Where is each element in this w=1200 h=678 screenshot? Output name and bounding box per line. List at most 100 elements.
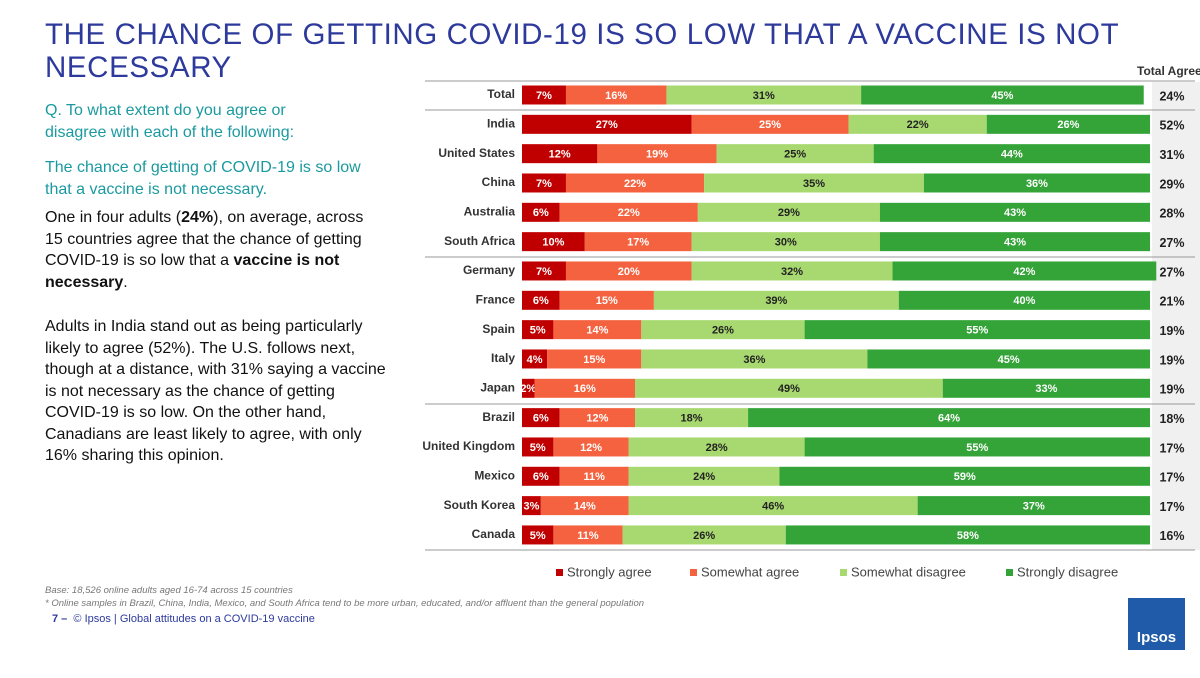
bar-segment xyxy=(898,290,1150,310)
total-agree: 52% xyxy=(1159,119,1184,133)
bar-segment xyxy=(917,496,1150,516)
category-label: Total xyxy=(487,87,515,101)
value-label: 2% xyxy=(520,383,536,395)
category-label: United Kingdom xyxy=(422,439,515,453)
logo: Ipsos xyxy=(1128,598,1185,650)
value-label: 6% xyxy=(533,471,549,483)
category-label: Germany xyxy=(463,263,515,277)
value-label: 22% xyxy=(624,178,646,190)
value-label: 6% xyxy=(533,413,549,425)
footer: 7 – © Ipsos | Global attitudes on a COVI… xyxy=(52,613,315,625)
bar-segment xyxy=(892,261,1157,281)
bar-segment xyxy=(534,378,636,398)
bar-segment xyxy=(597,144,717,164)
bar-segment xyxy=(522,466,560,486)
bar-segment xyxy=(785,525,1150,545)
bar-segment xyxy=(522,114,692,134)
value-label: 7% xyxy=(536,90,552,102)
footnote: Base: 18,526 online adults aged 16-74 ac… xyxy=(45,585,293,596)
value-label: 58% xyxy=(957,530,979,542)
category-label: Brazil xyxy=(482,410,515,424)
value-label: 17% xyxy=(627,237,649,249)
value-label: 27% xyxy=(596,119,618,131)
value-label: 32% xyxy=(781,266,803,278)
column-title: Total Agree xyxy=(1137,64,1200,78)
total-agree: 24% xyxy=(1159,89,1184,103)
value-label: 12% xyxy=(580,442,602,454)
category-label: Japan xyxy=(480,380,515,394)
value-label: 26% xyxy=(693,530,715,542)
bar-segment xyxy=(565,173,705,193)
total-column-bg xyxy=(1152,82,1200,550)
text: 24% xyxy=(181,209,214,226)
category-label: South Korea xyxy=(444,498,516,512)
bar-segment xyxy=(923,173,1150,193)
bar-segment xyxy=(666,85,862,105)
paragraph: One in four adults (24%), on average, ac… xyxy=(45,207,385,293)
total-agree: 18% xyxy=(1159,412,1184,426)
bar-segment xyxy=(565,85,667,105)
bar-segment xyxy=(522,349,548,369)
category-label: Canada xyxy=(472,527,516,541)
total-agree: 17% xyxy=(1159,441,1184,455)
value-label: 36% xyxy=(743,354,765,366)
bar-segment xyxy=(697,202,880,222)
bar-segment xyxy=(691,114,849,134)
bar-segment xyxy=(522,232,585,252)
value-label: 49% xyxy=(778,383,800,395)
legend-swatch xyxy=(1006,569,1013,576)
value-label: 35% xyxy=(803,178,825,190)
bar-segment xyxy=(584,232,692,252)
chart: Total Agree Total 7% 16% 31% 45% 24% India 27% 25… xyxy=(422,64,1200,579)
bar-segment xyxy=(522,378,535,398)
bar-segment xyxy=(748,408,1150,428)
text: One in four adults ( xyxy=(45,209,182,226)
page: THE CHANCE OF GETTING COVID-19 IS SO LOW… xyxy=(45,18,1200,650)
bar-segment xyxy=(522,437,554,457)
category-label: United States xyxy=(438,146,515,160)
legend-label: Somewhat agree xyxy=(701,564,799,579)
value-label: 29% xyxy=(778,207,800,219)
bar-segment xyxy=(635,408,749,428)
bar-segment xyxy=(691,261,893,281)
category-label: India xyxy=(487,117,515,131)
category-label: Mexico xyxy=(474,468,515,482)
value-label: 24% xyxy=(693,471,715,483)
bar-segment xyxy=(559,466,629,486)
bar-segment xyxy=(641,349,868,369)
bar-segment xyxy=(559,290,654,310)
bar-segment xyxy=(641,320,805,340)
value-label: 55% xyxy=(966,325,988,337)
bar-segment xyxy=(522,290,560,310)
bar-segment xyxy=(522,496,541,516)
text: . xyxy=(123,273,128,291)
total-agree: 21% xyxy=(1159,295,1184,309)
value-label: 5% xyxy=(530,530,546,542)
bar-segment xyxy=(704,173,924,193)
category-label: South Africa xyxy=(444,234,515,248)
value-label: 43% xyxy=(1004,237,1026,249)
bar-segment xyxy=(879,202,1150,222)
value-label: 42% xyxy=(1013,266,1035,278)
bar-segment xyxy=(622,525,786,545)
bar-segment xyxy=(691,232,880,252)
bar-segment xyxy=(628,496,918,516)
bar-segment xyxy=(559,408,636,428)
category-label: Italy xyxy=(491,351,515,365)
legend-label: Strongly agree xyxy=(567,564,652,579)
value-label: 5% xyxy=(530,442,546,454)
bar-segment xyxy=(942,378,1150,398)
bar-segment xyxy=(522,202,560,222)
value-label: 39% xyxy=(765,295,787,307)
value-label: 45% xyxy=(991,90,1013,102)
bar-segment xyxy=(867,349,1150,369)
bar-segment xyxy=(848,114,987,134)
total-agree: 19% xyxy=(1159,383,1184,397)
bar-segment xyxy=(522,525,554,545)
bar-segment xyxy=(635,378,943,398)
value-label: 4% xyxy=(527,354,543,366)
bar-segment xyxy=(861,85,1144,105)
bar-segment xyxy=(628,437,805,457)
total-agree: 17% xyxy=(1159,500,1184,514)
total-agree: 27% xyxy=(1159,265,1184,279)
